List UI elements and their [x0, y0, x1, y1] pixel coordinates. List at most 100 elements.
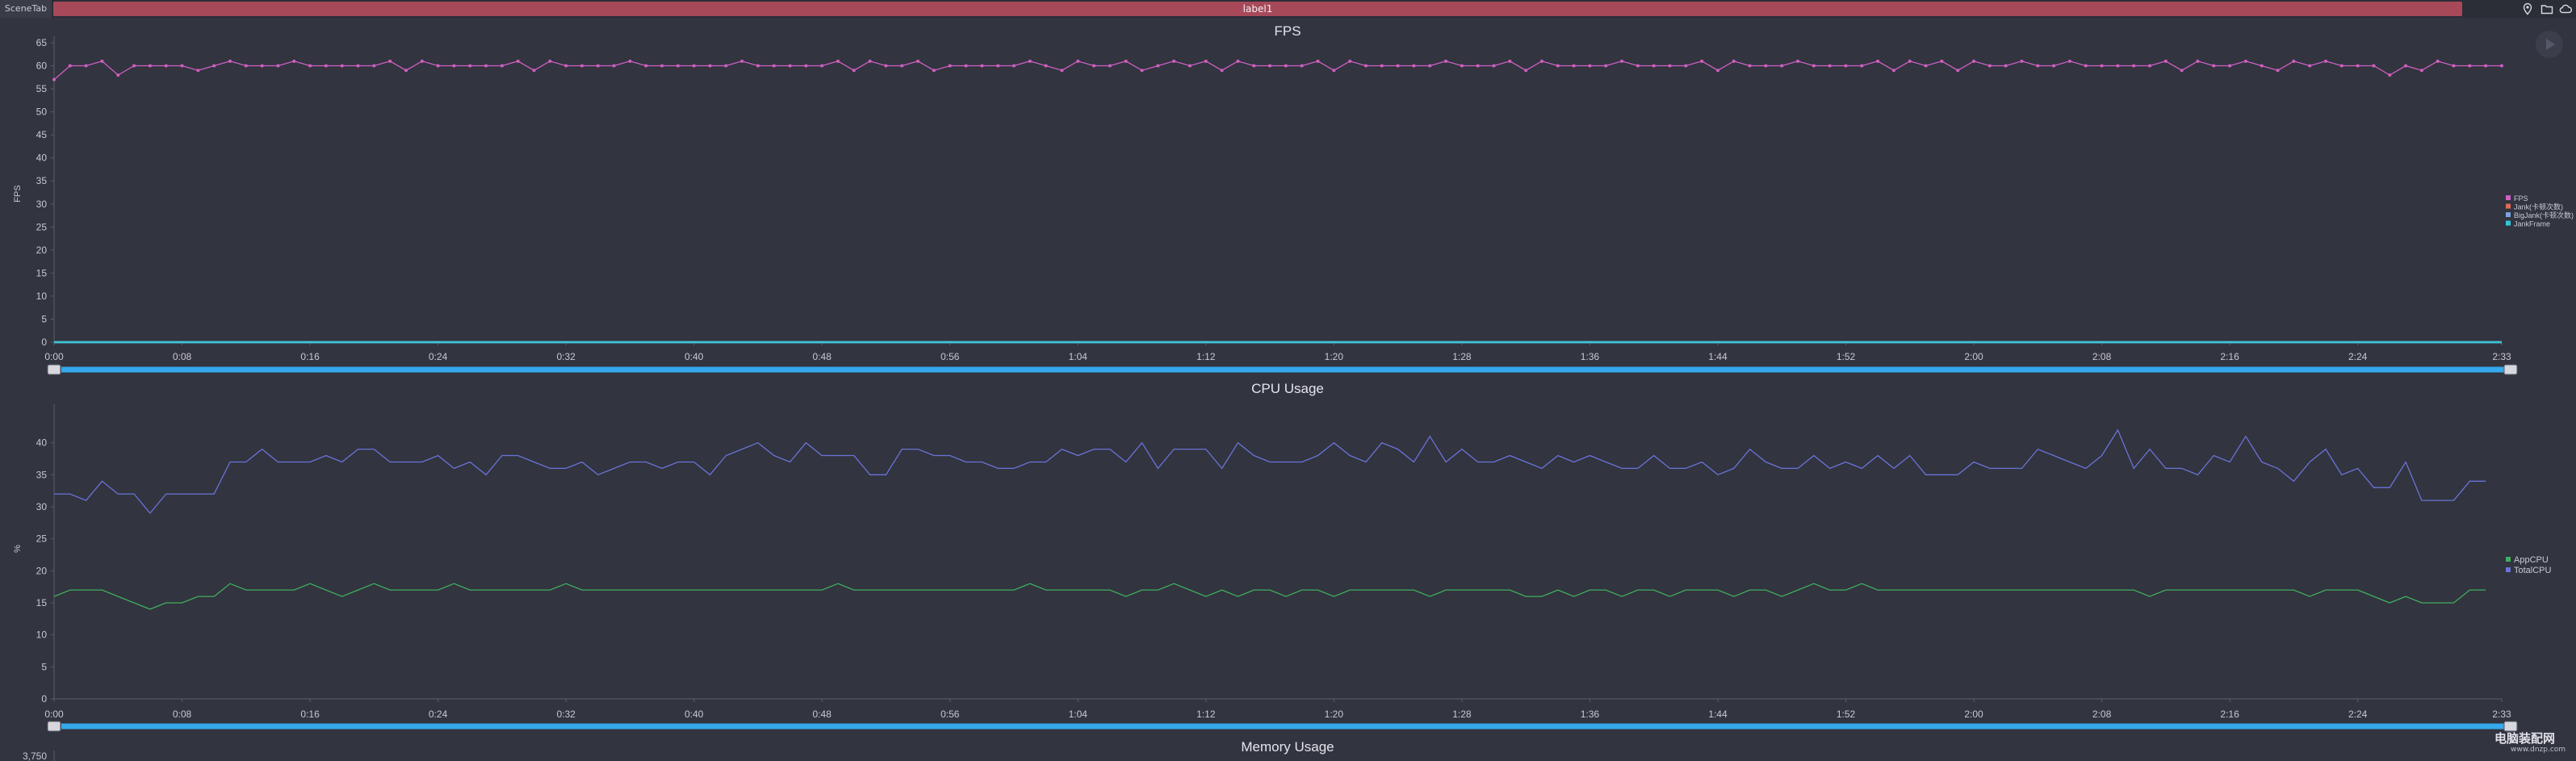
data-point [1524, 69, 1528, 73]
data-point [884, 64, 888, 68]
data-point [1172, 59, 1176, 63]
legend-label: Jank(卡顿次数) [2514, 203, 2563, 211]
x-tick-label: 0:00 [44, 351, 64, 362]
data-point [1620, 59, 1624, 63]
data-point [1412, 64, 1416, 68]
data-point [2276, 69, 2280, 73]
legend-swatch [2506, 220, 2511, 226]
y-axis-label: FPS [13, 185, 23, 202]
x-tick-label: 2:33 [2492, 709, 2511, 720]
data-point [2132, 64, 2136, 68]
data-point [1588, 64, 1592, 68]
y-tick-label: 60 [36, 61, 48, 72]
data-point [2148, 64, 2152, 68]
x-tick-label: 0:16 [300, 351, 320, 362]
data-point [2067, 59, 2071, 63]
data-point [564, 64, 568, 68]
data-point [2228, 64, 2232, 68]
data-point [100, 59, 104, 63]
data-point [1236, 59, 1240, 63]
x-tick-label: 0:00 [44, 709, 64, 720]
data-point [356, 64, 360, 68]
data-point [2116, 64, 2120, 68]
data-point [1956, 69, 1960, 73]
data-point [164, 64, 168, 68]
y-tick-label: 35 [36, 469, 48, 480]
data-point [1268, 64, 1272, 68]
y-tick-label: 35 [36, 175, 48, 186]
data-point [1428, 64, 1432, 68]
play-button[interactable] [2536, 31, 2563, 58]
scene-tab[interactable]: SceneTab [0, 0, 52, 18]
data-point [1156, 64, 1160, 68]
y-tick-label: 0 [41, 337, 47, 348]
x-tick-label: 1:36 [1581, 709, 1600, 720]
legend-swatch [2506, 212, 2511, 217]
x-tick-label: 1:04 [1069, 709, 1088, 720]
legend-label: JankFrame [2514, 220, 2550, 228]
x-tick-label: 0:32 [556, 709, 576, 720]
y-tick-label: 30 [36, 199, 48, 210]
data-point [548, 59, 552, 63]
data-point [1124, 59, 1128, 63]
data-point [1572, 64, 1576, 68]
legend-swatch [2506, 203, 2511, 209]
data-point [244, 64, 248, 68]
location-icon[interactable] [2521, 2, 2534, 15]
x-tick-label: 2:24 [2348, 709, 2368, 720]
data-point [1732, 59, 1736, 63]
watermark-url: www.dnzp.com [2511, 746, 2566, 754]
data-point [1044, 64, 1048, 68]
data-point [1300, 64, 1304, 68]
data-point [948, 64, 952, 68]
x-tick-label: 1:36 [1581, 351, 1600, 362]
data-point [1556, 64, 1560, 68]
data-point [1460, 64, 1464, 68]
play-icon [2546, 39, 2555, 50]
legend-label: AppCPU [2514, 555, 2549, 565]
y-tick-label: 65 [36, 37, 48, 48]
folder-icon[interactable] [2540, 2, 2553, 15]
legend-label: TotalCPU [2514, 566, 2552, 575]
data-point [388, 59, 392, 63]
data-point [1188, 64, 1192, 68]
data-point [52, 77, 56, 82]
x-tick-label: 0:08 [173, 351, 192, 362]
data-point [900, 64, 904, 68]
x-tick-label: 1:12 [1196, 351, 1216, 362]
data-point [772, 64, 776, 68]
data-point [596, 64, 600, 68]
data-point [212, 64, 216, 68]
data-point [2004, 64, 2008, 68]
data-point [500, 64, 504, 68]
range-slider-left-handle[interactable] [47, 721, 61, 732]
x-tick-label: 0:48 [813, 709, 832, 720]
data-point [2180, 69, 2184, 73]
data-point [1860, 64, 1864, 68]
range-slider-right-handle[interactable] [2503, 721, 2518, 732]
data-point [1636, 64, 1640, 68]
y-tick-label: 10 [36, 629, 48, 641]
data-point [68, 64, 72, 68]
data-point [1668, 64, 1672, 68]
y-tick-label: 20 [36, 245, 48, 256]
x-tick-label: 2:00 [1964, 709, 1983, 720]
x-tick-label: 2:16 [2220, 709, 2239, 720]
data-point [84, 64, 88, 68]
chart-title: CPU Usage [1251, 381, 1324, 396]
x-tick-label: 1:20 [1325, 351, 1344, 362]
range-slider-left-handle[interactable] [47, 364, 61, 375]
data-point [692, 64, 696, 68]
data-point [1844, 64, 1848, 68]
range-slider-right-handle[interactable] [2503, 364, 2518, 375]
data-point [1108, 64, 1112, 68]
legend-swatch [2506, 195, 2511, 200]
cloud-icon[interactable] [2559, 2, 2572, 15]
y-tick-label: 25 [36, 221, 48, 232]
data-point [2163, 59, 2168, 63]
data-point [2372, 64, 2376, 68]
data-point [1348, 59, 1352, 63]
data-point [132, 64, 136, 68]
data-point [628, 59, 632, 63]
data-point [2052, 64, 2056, 68]
